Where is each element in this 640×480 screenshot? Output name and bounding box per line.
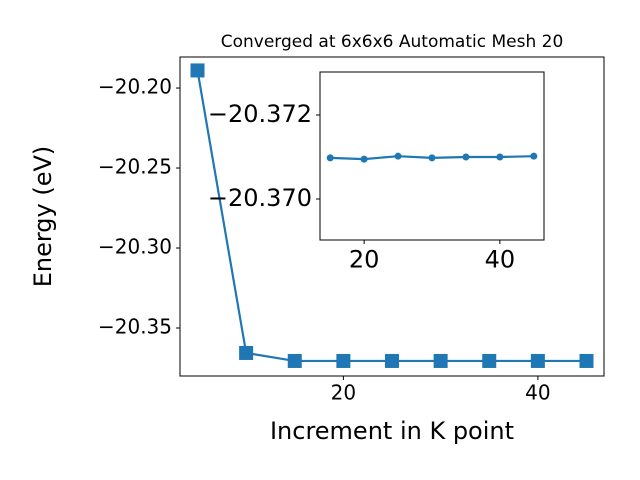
point bbox=[239, 345, 254, 360]
point bbox=[360, 155, 368, 163]
y-tick-label: −20.30 bbox=[98, 235, 172, 259]
point bbox=[482, 353, 497, 368]
x-tick-label: 20 bbox=[331, 381, 356, 405]
point bbox=[579, 353, 594, 368]
y-tick-label: −20.20 bbox=[98, 75, 172, 99]
y-tick-label: −20.372 bbox=[208, 100, 312, 128]
point bbox=[496, 153, 504, 161]
point bbox=[462, 153, 470, 161]
y-tick-label: −20.25 bbox=[98, 155, 172, 179]
point bbox=[190, 63, 205, 78]
point bbox=[433, 353, 448, 368]
y-axis-label: Energy (eV) bbox=[29, 146, 57, 288]
point bbox=[530, 353, 545, 368]
point bbox=[287, 353, 302, 368]
x-tick-label: 40 bbox=[485, 245, 516, 273]
chart-title: Converged at 6x6x6 Automatic Mesh 20 bbox=[221, 32, 564, 52]
x-tick-label: 20 bbox=[349, 245, 380, 273]
point bbox=[326, 154, 334, 162]
x-axis-label: Increment in K point bbox=[270, 417, 514, 445]
point bbox=[530, 152, 538, 160]
point bbox=[394, 152, 402, 160]
y-tick-label: −20.35 bbox=[98, 315, 172, 339]
point bbox=[336, 353, 351, 368]
x-tick-label: 40 bbox=[525, 381, 550, 405]
point bbox=[385, 353, 399, 368]
y-tick-label: −20.370 bbox=[208, 184, 312, 212]
point bbox=[428, 154, 436, 162]
